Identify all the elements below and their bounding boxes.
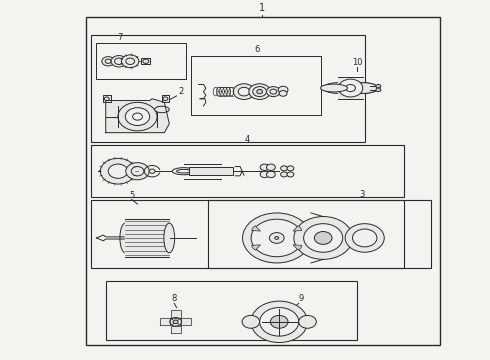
Circle shape [242, 315, 260, 328]
Bar [191, 56, 321, 115]
Circle shape [251, 301, 308, 342]
Ellipse shape [172, 168, 196, 175]
Circle shape [304, 224, 343, 252]
Circle shape [352, 229, 377, 247]
Circle shape [338, 79, 363, 97]
Ellipse shape [348, 83, 378, 93]
Circle shape [267, 87, 280, 96]
Circle shape [275, 237, 279, 239]
Text: 4: 4 [245, 135, 250, 144]
Bar [142, 58, 150, 64]
Bar [106, 282, 357, 341]
Ellipse shape [120, 223, 131, 253]
Circle shape [376, 88, 381, 91]
Circle shape [279, 90, 287, 96]
Ellipse shape [155, 106, 169, 113]
Circle shape [260, 171, 269, 177]
Polygon shape [160, 318, 170, 325]
Circle shape [102, 57, 115, 66]
Circle shape [108, 164, 128, 178]
Ellipse shape [176, 170, 191, 173]
Circle shape [238, 87, 250, 96]
Circle shape [118, 102, 157, 131]
Circle shape [270, 233, 284, 243]
Polygon shape [171, 310, 180, 318]
Circle shape [122, 55, 139, 68]
Ellipse shape [164, 223, 174, 253]
Circle shape [173, 320, 178, 324]
Text: 9: 9 [298, 294, 304, 303]
Ellipse shape [320, 84, 347, 92]
Bar [338, 77, 363, 99]
Circle shape [281, 166, 288, 171]
Bar [96, 44, 186, 79]
Circle shape [281, 172, 288, 177]
Circle shape [267, 171, 275, 177]
Ellipse shape [99, 170, 109, 173]
Circle shape [100, 158, 136, 184]
Text: 3: 3 [360, 190, 365, 199]
Circle shape [287, 172, 294, 177]
Circle shape [299, 315, 317, 328]
Text: 2: 2 [179, 87, 184, 96]
Text: 6: 6 [254, 45, 260, 54]
Circle shape [111, 55, 127, 67]
Circle shape [315, 231, 332, 244]
Circle shape [243, 213, 311, 263]
Circle shape [257, 90, 263, 94]
Circle shape [287, 166, 294, 171]
Polygon shape [181, 318, 191, 325]
Circle shape [170, 318, 181, 326]
Bar [162, 95, 169, 102]
Bar [86, 17, 441, 345]
Circle shape [251, 219, 302, 257]
Ellipse shape [323, 83, 352, 93]
Circle shape [270, 315, 288, 328]
Text: 8: 8 [172, 294, 177, 303]
Circle shape [126, 163, 149, 180]
Circle shape [376, 85, 381, 88]
Text: 7: 7 [118, 33, 123, 42]
Polygon shape [125, 219, 169, 257]
Circle shape [149, 169, 155, 174]
Bar [208, 201, 431, 268]
Circle shape [278, 86, 288, 93]
Bar [91, 145, 404, 197]
Circle shape [249, 84, 270, 99]
Bar [103, 95, 111, 102]
Text: 10: 10 [352, 58, 363, 67]
Circle shape [233, 84, 255, 99]
Polygon shape [171, 326, 180, 333]
Wedge shape [252, 245, 261, 250]
Circle shape [125, 108, 150, 126]
Text: 5: 5 [129, 191, 134, 200]
Circle shape [294, 216, 352, 259]
Wedge shape [252, 226, 261, 231]
Circle shape [345, 224, 384, 252]
Polygon shape [106, 99, 169, 132]
Bar [91, 201, 404, 268]
Wedge shape [293, 226, 302, 231]
Text: 1: 1 [259, 3, 265, 13]
Ellipse shape [348, 83, 378, 93]
Wedge shape [293, 245, 302, 250]
Bar [189, 167, 233, 175]
Bar [91, 35, 365, 141]
Circle shape [260, 307, 299, 336]
Circle shape [260, 164, 269, 171]
Circle shape [267, 164, 275, 171]
